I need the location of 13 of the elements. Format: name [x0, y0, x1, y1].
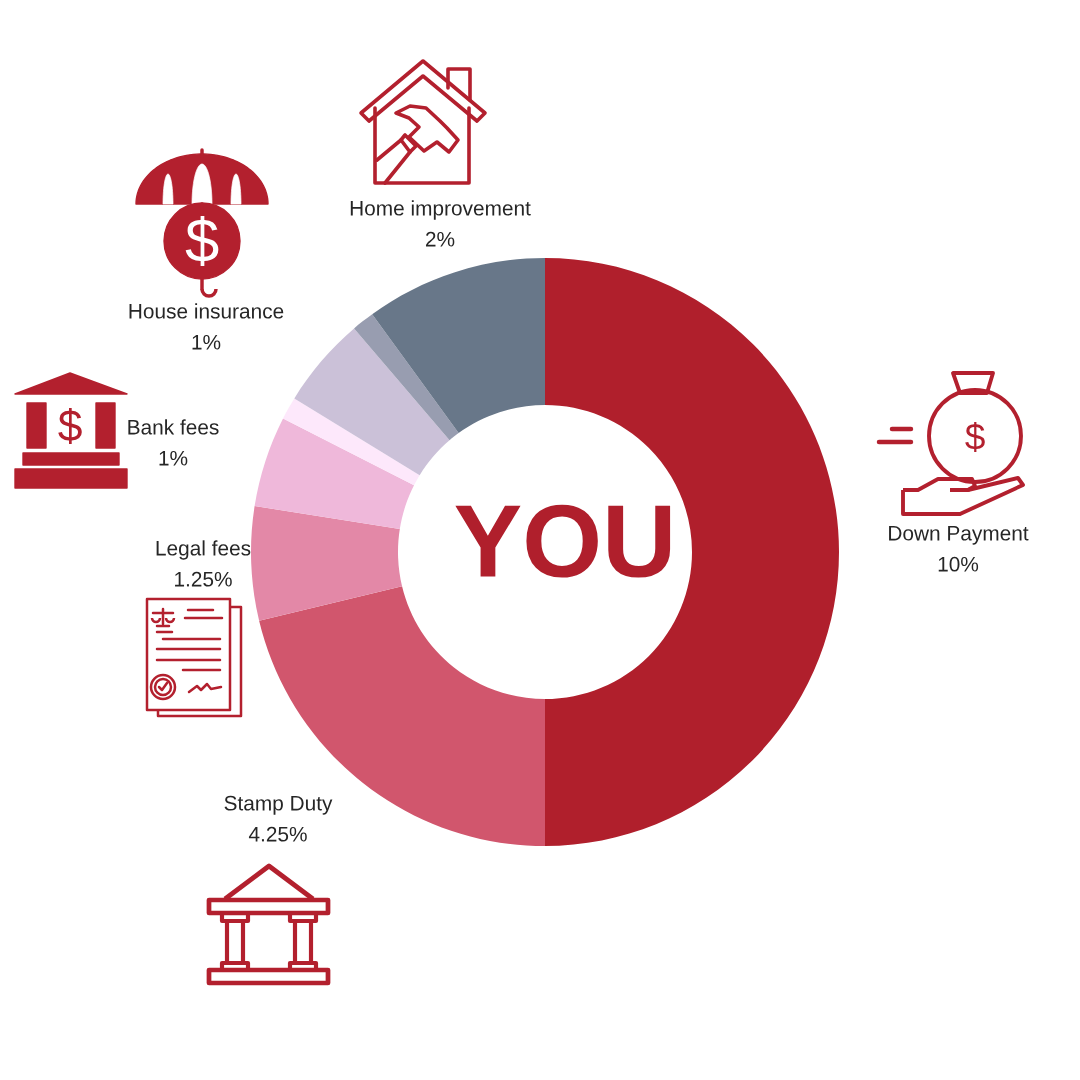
data-label: 1%	[159, 450, 188, 466]
data-label: 4.25%	[248, 826, 307, 842]
slice-label: Home improvement	[350, 200, 531, 220]
data-label: 2%	[425, 231, 455, 247]
slice-label: Down Payment	[889, 526, 1029, 545]
data-label: 1.25%	[175, 571, 232, 587]
slice-label: House insurance	[129, 303, 284, 319]
slice-label: Bank fees	[128, 419, 219, 435]
slice-label: Stamp Duty	[224, 795, 333, 815]
slice-label: Legal fees	[156, 540, 251, 560]
data-label: 1%	[192, 334, 221, 350]
data-label: 10%	[938, 556, 979, 572]
text: YOU	[455, 504, 671, 578]
